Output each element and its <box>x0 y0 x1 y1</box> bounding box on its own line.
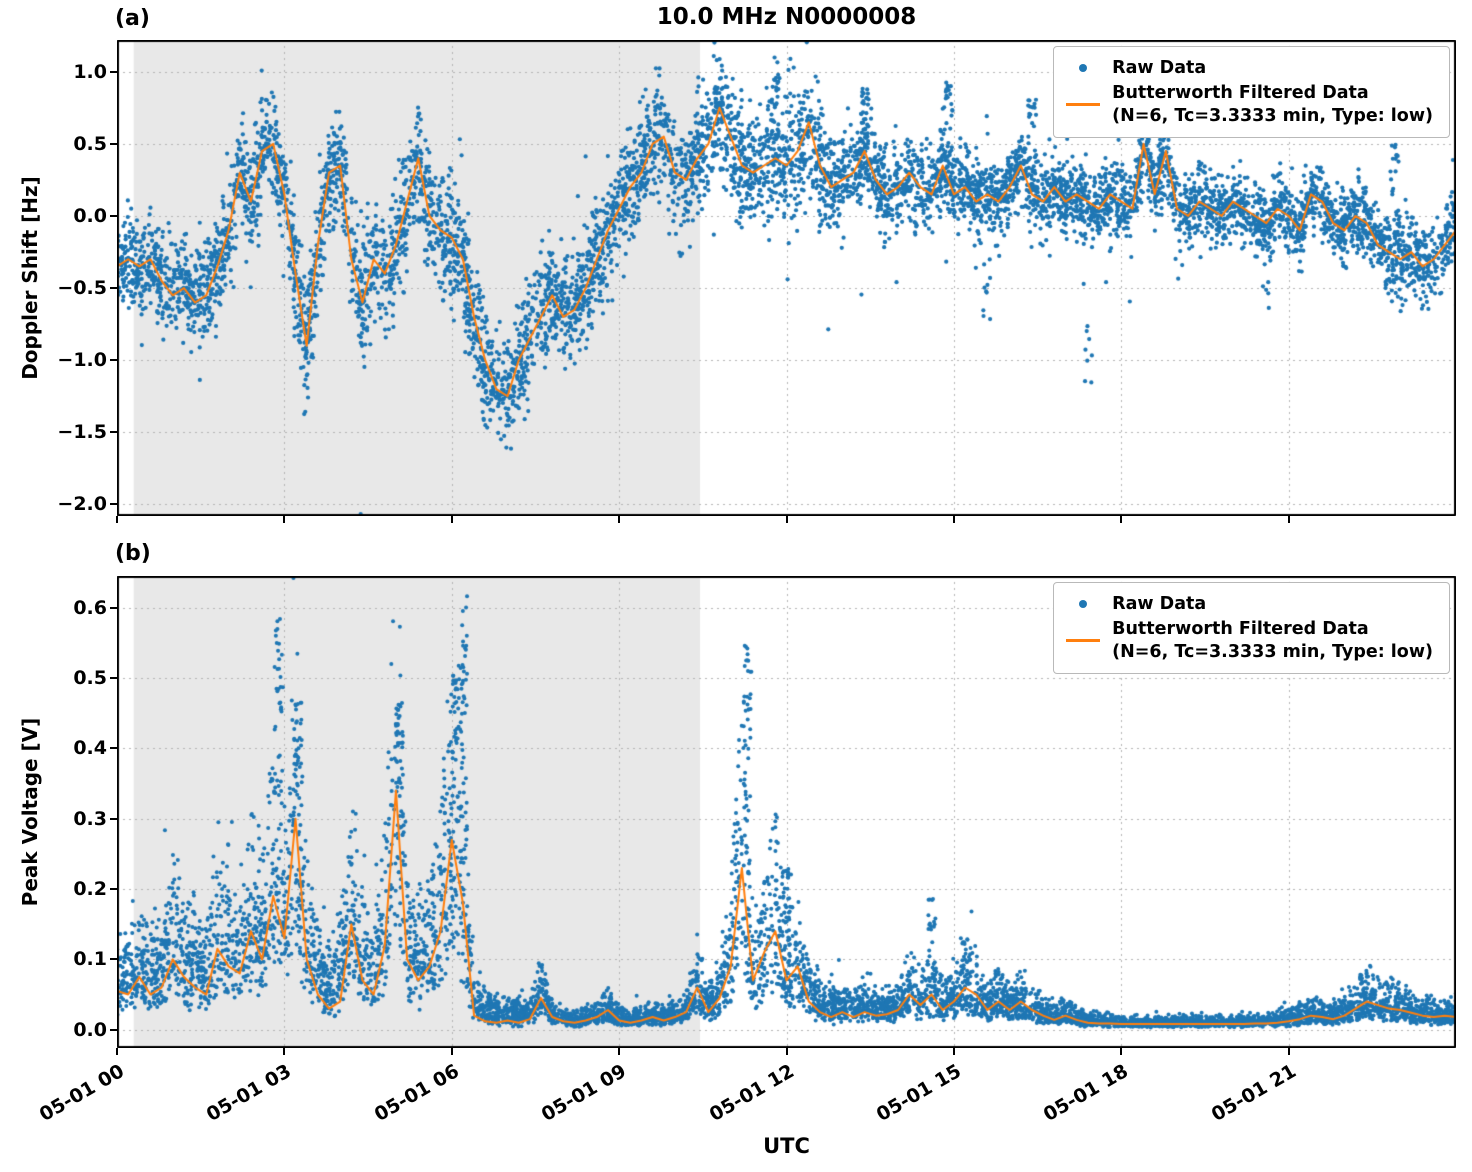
x-tick-mark <box>952 516 955 523</box>
raw-data-dot-icon <box>1079 600 1088 609</box>
panel-a-tag: (a) <box>115 6 150 31</box>
y-tick-mark <box>110 958 117 961</box>
y-tick-mark <box>110 70 117 73</box>
y-tick-mark <box>110 431 117 434</box>
x-tick-mark <box>1120 1048 1123 1055</box>
y-tick-mark <box>110 606 117 609</box>
filtered-line-swatch <box>1064 639 1102 642</box>
figure-title: 10.0 MHz N0000008 <box>656 4 917 30</box>
y-tick-label: −0.5 <box>57 277 107 300</box>
x-tick-mark <box>1287 516 1290 523</box>
legend-filtered-label-block: Butterworth Filtered Data (N=6, Tc=3.333… <box>1112 82 1433 128</box>
x-tick-mark <box>1120 516 1123 523</box>
y-tick-label: 0.6 <box>73 596 107 619</box>
legend-raw-label: Raw Data <box>1112 594 1207 614</box>
legend-filtered-label: Butterworth Filtered Data <box>1112 82 1369 103</box>
x-tick-mark <box>952 1048 955 1055</box>
x-tick-label: 05-01 03 <box>203 1060 296 1126</box>
y-tick-label: 0.1 <box>73 948 107 971</box>
filtered-line-icon <box>1066 639 1101 642</box>
raw-data-marker-swatch <box>1064 600 1102 609</box>
y-tick-label: 0.3 <box>73 807 107 830</box>
x-tick-label: 05-01 12 <box>705 1060 798 1126</box>
y-tick-label: −1.5 <box>57 421 107 444</box>
legend-filtered-label-block: Butterworth Filtered Data (N=6, Tc=3.333… <box>1112 618 1433 664</box>
x-tick-mark <box>785 1048 788 1055</box>
y-tick-label: 0.0 <box>73 204 107 227</box>
y-tick-label: 1.0 <box>73 60 107 83</box>
y-tick-mark <box>110 676 117 679</box>
y-tick-mark <box>110 142 117 145</box>
y-tick-mark <box>110 359 117 362</box>
panel-b-tag: (b) <box>115 541 151 566</box>
x-axis-label: UTC <box>763 1134 810 1158</box>
legend-row-raw: Raw Data <box>1064 57 1433 80</box>
legend-row-filtered: Butterworth Filtered Data (N=6, Tc=3.333… <box>1064 82 1433 128</box>
x-tick-label: 05-01 15 <box>872 1060 965 1126</box>
y-tick-mark <box>110 747 117 750</box>
legend-filtered-sublabel: (N=6, Tc=3.3333 min, Type: low) <box>1112 105 1433 126</box>
y-tick-label: −2.0 <box>57 493 107 516</box>
x-tick-label: 05-01 09 <box>537 1060 631 1126</box>
x-tick-label: 05-01 21 <box>1207 1060 1300 1126</box>
x-tick-label: 05-01 06 <box>370 1060 463 1126</box>
filtered-line-swatch <box>1064 103 1102 106</box>
legend-filtered-label: Butterworth Filtered Data <box>1112 618 1369 639</box>
y-tick-label: −1.0 <box>57 349 107 372</box>
x-tick-mark <box>283 1048 286 1055</box>
x-tick-label: 05-01 00 <box>35 1060 128 1126</box>
y-tick-label: 0.5 <box>73 132 107 155</box>
y-tick-mark <box>110 503 117 506</box>
panel-a-legend: Raw Data Butterworth Filtered Data (N=6,… <box>1053 46 1450 139</box>
y-tick-label: 0.5 <box>73 666 107 689</box>
x-tick-label: 05-01 18 <box>1039 1060 1133 1126</box>
x-tick-mark <box>283 516 286 523</box>
x-tick-mark <box>1287 1048 1290 1055</box>
raw-data-dot-icon <box>1079 64 1088 73</box>
x-tick-mark <box>618 516 621 523</box>
x-tick-mark <box>618 1048 621 1055</box>
x-tick-mark <box>116 1048 118 1055</box>
y-tick-mark <box>110 888 117 891</box>
y-tick-mark <box>110 287 117 290</box>
y-tick-mark <box>110 817 117 820</box>
x-tick-mark <box>116 516 118 523</box>
x-tick-mark <box>450 516 453 523</box>
y-tick-label: 0.2 <box>73 878 107 901</box>
panel-b-legend: Raw Data Butterworth Filtered Data (N=6,… <box>1053 582 1450 675</box>
x-tick-mark <box>785 516 788 523</box>
y-tick-mark <box>110 1028 117 1031</box>
y-tick-label: 0.0 <box>73 1018 107 1041</box>
y-tick-mark <box>110 214 117 217</box>
x-tick-mark <box>450 1048 453 1055</box>
legend-filtered-sublabel: (N=6, Tc=3.3333 min, Type: low) <box>1112 641 1433 662</box>
legend-row-filtered: Butterworth Filtered Data (N=6, Tc=3.333… <box>1064 618 1433 664</box>
legend-raw-label: Raw Data <box>1112 58 1207 78</box>
raw-data-marker-swatch <box>1064 64 1102 73</box>
y-tick-label: 0.4 <box>73 737 107 760</box>
legend-row-raw: Raw Data <box>1064 593 1433 616</box>
filtered-line-icon <box>1066 103 1101 106</box>
